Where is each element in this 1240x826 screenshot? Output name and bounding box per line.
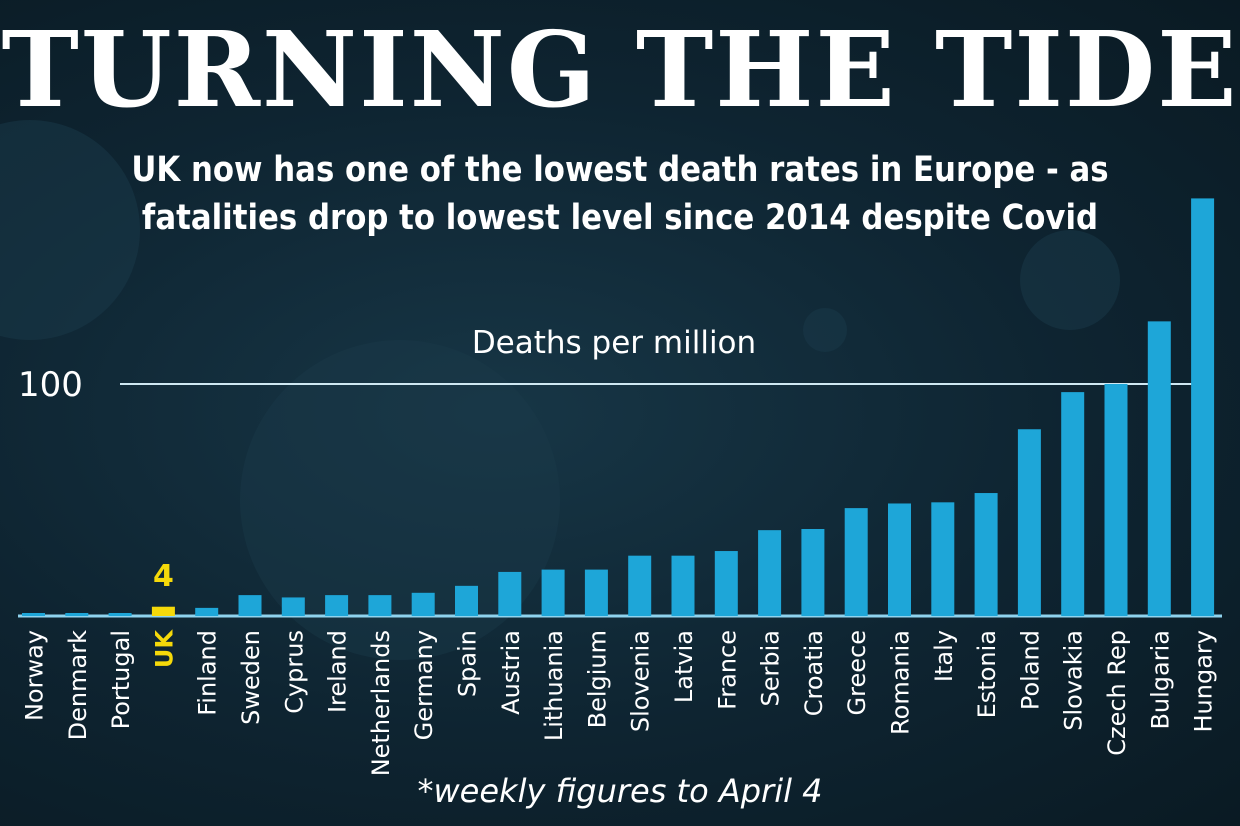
bar-netherlands bbox=[368, 595, 392, 616]
x-tick-label: Serbia bbox=[757, 630, 785, 706]
x-tick-label: Bulgaria bbox=[1146, 630, 1174, 730]
footnote: *weekly figures to April 4 bbox=[417, 772, 823, 810]
x-tick-label: Poland bbox=[1016, 630, 1044, 710]
bar-lithuania bbox=[541, 569, 565, 616]
bar-poland bbox=[1017, 429, 1041, 616]
x-tick-label: UK bbox=[150, 629, 178, 668]
bar-bulgaria bbox=[1147, 321, 1171, 616]
x-tick-label: Austria bbox=[497, 630, 525, 715]
y-tick-label: 100 bbox=[18, 365, 83, 405]
highlight-data-label: 4 bbox=[153, 559, 174, 594]
x-tick-label: Finland bbox=[194, 630, 222, 716]
x-tick-label: Norway bbox=[21, 630, 49, 721]
bar-belgium bbox=[584, 569, 608, 616]
x-tick-label: Belgium bbox=[583, 630, 611, 728]
bar-france bbox=[714, 551, 738, 616]
bar-sweden bbox=[238, 595, 262, 616]
x-tick-label: Slovenia bbox=[627, 630, 655, 732]
headline: TURNING THE TIDE bbox=[1, 8, 1239, 131]
x-tick-label: Hungary bbox=[1190, 630, 1218, 732]
x-tick-label: Ireland bbox=[324, 630, 352, 713]
x-tick-label: Spain bbox=[454, 630, 482, 697]
x-tick-label: Croatia bbox=[800, 630, 828, 716]
bar-cyprus bbox=[281, 597, 305, 616]
x-tick-label: Estonia bbox=[973, 630, 1001, 718]
bar-hungary bbox=[1191, 198, 1215, 616]
x-tick-label: France bbox=[713, 630, 741, 710]
x-tick-label: Germany bbox=[410, 630, 438, 740]
bar-slovakia bbox=[1061, 392, 1085, 616]
x-tick-label: Lithuania bbox=[540, 630, 568, 741]
bar-norway bbox=[22, 613, 45, 616]
bar-latvia bbox=[671, 555, 695, 616]
chart-title: Deaths per million bbox=[472, 325, 756, 361]
bar-estonia bbox=[974, 493, 998, 616]
bar-germany bbox=[411, 592, 435, 616]
x-tick-label: Cyprus bbox=[280, 630, 308, 714]
x-tick-label: Italy bbox=[930, 630, 958, 682]
x-tick-label: Slovakia bbox=[1060, 630, 1088, 731]
x-tick-label: Portugal bbox=[107, 630, 135, 729]
bar-uk bbox=[151, 606, 175, 616]
bar-greece bbox=[844, 508, 868, 616]
bar-romania bbox=[888, 503, 911, 616]
bar-slovenia bbox=[628, 555, 652, 616]
x-tick-label: Sweden bbox=[237, 630, 265, 725]
x-tick-label: Denmark bbox=[64, 630, 92, 740]
bar-serbia bbox=[758, 530, 782, 616]
x-tick-label: Czech Rep bbox=[1103, 630, 1131, 756]
bar-italy bbox=[931, 502, 955, 616]
bar-austria bbox=[498, 571, 522, 616]
bar-spain bbox=[455, 585, 478, 616]
x-tick-label: Greece bbox=[843, 630, 871, 715]
bar-czech-rep bbox=[1104, 384, 1128, 616]
bar-denmark bbox=[65, 613, 89, 616]
bar-portugal bbox=[108, 613, 132, 616]
x-tick-label: Romania bbox=[887, 630, 915, 735]
bar-finland bbox=[195, 607, 219, 616]
x-tick-label: Latvia bbox=[670, 630, 698, 703]
bar-ireland bbox=[325, 595, 349, 616]
subheadline: UK now has one of the lowest death rates… bbox=[131, 150, 1109, 238]
bar-croatia bbox=[801, 529, 825, 616]
x-tick-label: Netherlands bbox=[367, 630, 395, 776]
